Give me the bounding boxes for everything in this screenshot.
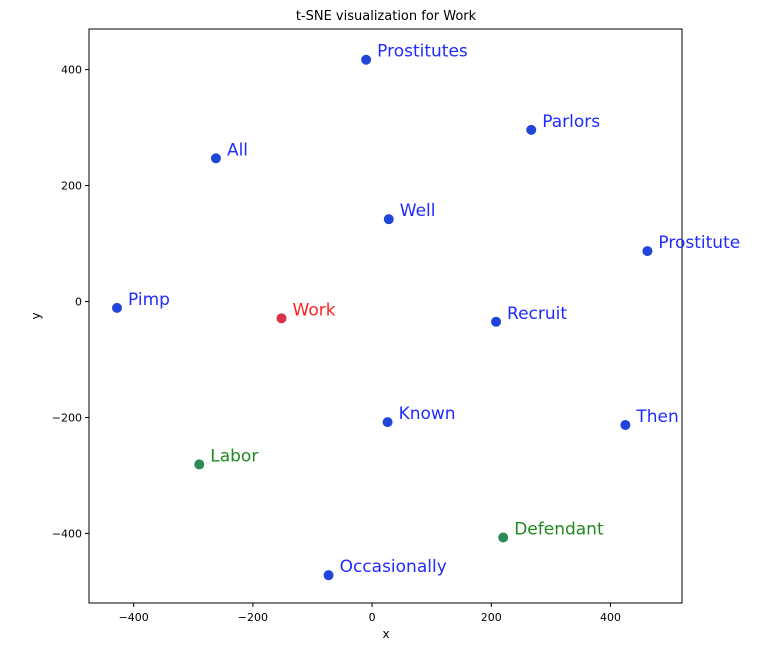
data-point-well bbox=[383, 214, 394, 225]
point-label-parlors: Parlors bbox=[542, 112, 600, 132]
data-point-recruit bbox=[491, 316, 502, 327]
point-label-prostitutes: Prostitutes bbox=[377, 42, 468, 62]
x-axis-ticks: −400 −200 0 200 400 bbox=[119, 603, 621, 624]
point-label-labor: Labor bbox=[210, 446, 258, 466]
data-point-labor bbox=[194, 459, 205, 470]
data-point-then bbox=[620, 420, 631, 431]
point-label-defendant: Defendant bbox=[514, 519, 604, 539]
x-tick-label: 0 bbox=[369, 611, 376, 624]
data-point-defendant bbox=[498, 532, 509, 543]
data-point-pimp bbox=[112, 302, 123, 313]
point-label-recruit: Recruit bbox=[507, 304, 567, 324]
y-tick-label: −200 bbox=[52, 411, 82, 424]
y-tick-label: 200 bbox=[61, 180, 82, 193]
point-label-then: Then bbox=[635, 407, 678, 427]
data-point-prostitute bbox=[642, 246, 653, 257]
y-tick-label: −400 bbox=[52, 527, 82, 540]
y-tick-label: 400 bbox=[61, 64, 82, 77]
point-label-occasionally: Occasionally bbox=[340, 557, 447, 577]
x-tick-label: −400 bbox=[119, 611, 149, 624]
data-point-occasionally bbox=[323, 570, 334, 581]
data-point-work bbox=[276, 313, 287, 324]
data-point-all bbox=[210, 153, 221, 164]
data-point-prostitutes bbox=[361, 54, 372, 65]
plot-area bbox=[88, 28, 683, 604]
point-label-well: Well bbox=[400, 201, 436, 221]
point-label-prostitute: Prostitute bbox=[658, 233, 740, 253]
chart-title: t-SNE visualization for Work bbox=[296, 9, 477, 24]
y-axis-ticks: −400 −200 0 200 400 bbox=[52, 64, 89, 540]
y-tick-label: 0 bbox=[75, 296, 82, 309]
point-label-pimp: Pimp bbox=[128, 290, 170, 310]
points-layer: Prostitutes Parlors All Well Prostitute Pimp W… bbox=[112, 42, 740, 581]
y-axis-label: y bbox=[29, 312, 43, 319]
data-point-parlors bbox=[526, 124, 537, 135]
point-label-known: Known bbox=[399, 404, 456, 424]
x-tick-label: −200 bbox=[238, 611, 268, 624]
data-point-known bbox=[382, 417, 393, 428]
x-tick-label: 400 bbox=[600, 611, 621, 624]
x-tick-label: 200 bbox=[481, 611, 502, 624]
point-label-all: All bbox=[227, 140, 248, 160]
point-label-work: Work bbox=[293, 300, 336, 320]
x-axis-label: x bbox=[382, 627, 389, 641]
